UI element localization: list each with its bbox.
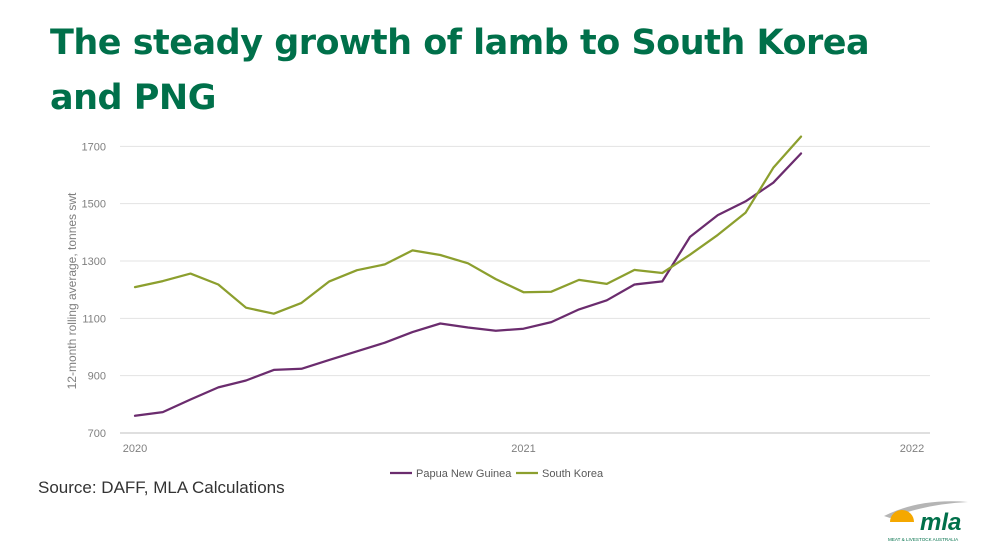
x-tick-label: 2020 <box>123 443 147 455</box>
x-tick-label: 2022 <box>900 443 924 455</box>
y-tick-label: 1500 <box>82 199 106 211</box>
y-tick-label: 900 <box>88 371 106 383</box>
logo-subtitle: MEAT & LIVESTOCK AUSTRALIA <box>888 537 959 542</box>
y-tick-label: 1300 <box>82 256 106 268</box>
x-tick-label: 2021 <box>511 443 535 455</box>
line-chart: 700 900 1100 1300 1500 1700 2020 2021 2022 12-m… <box>65 135 930 480</box>
y-tick-label: 1100 <box>82 313 106 325</box>
legend-label: South Korea <box>542 468 604 480</box>
series-line-papua-new-guinea <box>133 152 803 417</box>
legend: Papua New Guinea South Korea <box>390 468 604 480</box>
y-tick-label: 1700 <box>82 141 106 153</box>
series-lines <box>133 135 803 417</box>
logo-word: mla <box>920 509 961 536</box>
y-axis-title: 12-month rolling average, tonnes swt <box>65 192 79 389</box>
legend-label: Papua New Guinea <box>416 468 512 480</box>
slide-title: The steady growth of lamb to South Korea… <box>50 23 870 118</box>
series-line-south-korea <box>133 135 803 315</box>
source-note: Source: DAFF, MLA Calculations <box>38 478 285 497</box>
gridlines <box>120 145 930 434</box>
mla-logo: mla MEAT & LIVESTOCK AUSTRALIA <box>884 501 968 542</box>
y-tick-label: 700 <box>88 428 106 440</box>
x-axis-ticks: 2020 2021 2022 <box>123 443 924 455</box>
y-axis-ticks: 700 900 1100 1300 1500 1700 <box>82 141 106 440</box>
logo-sun-icon <box>890 510 914 522</box>
